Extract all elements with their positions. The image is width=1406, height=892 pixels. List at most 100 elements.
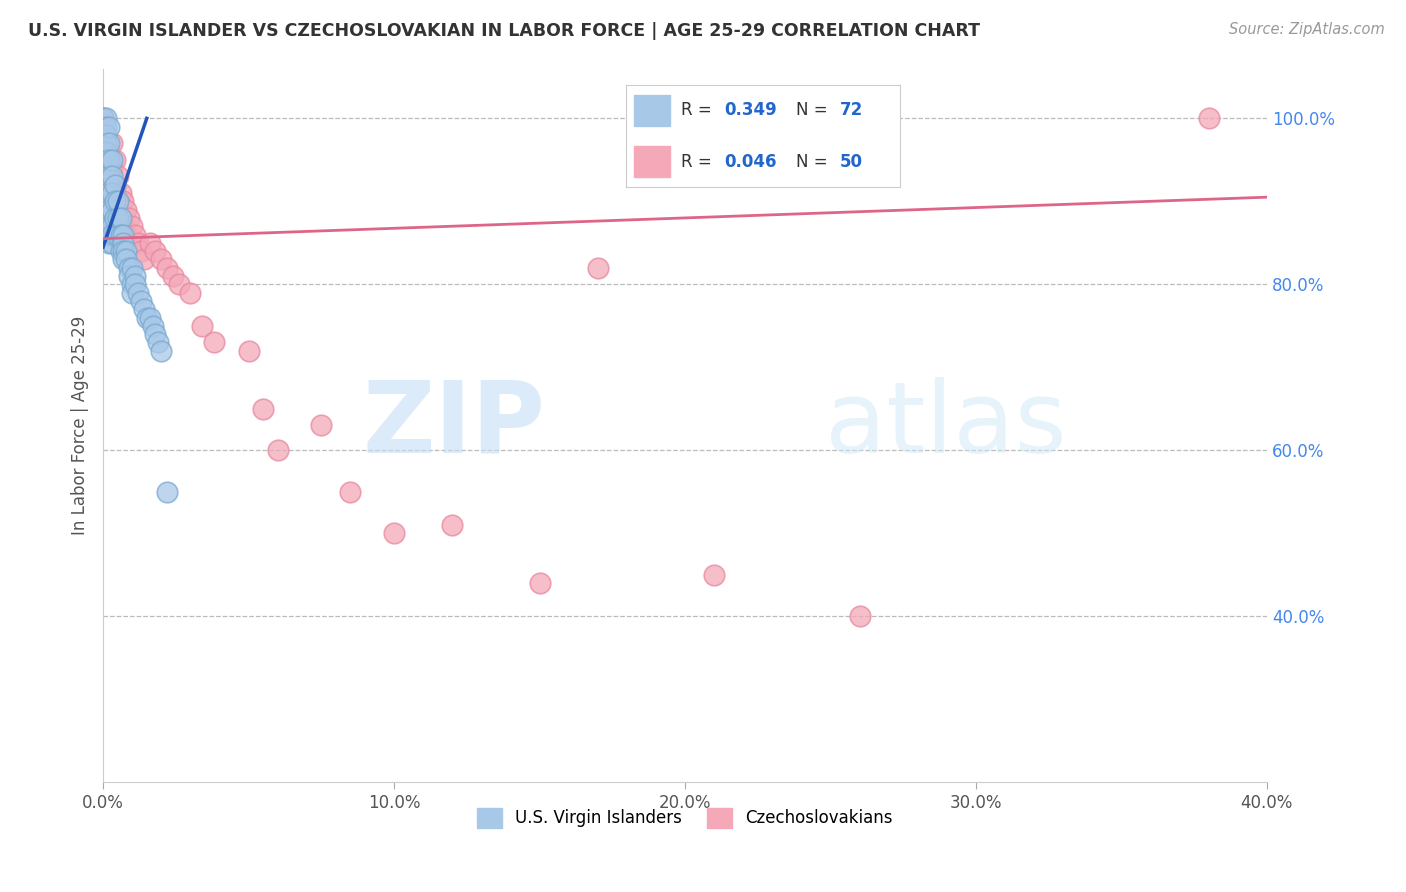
Point — [142, 318, 165, 333]
Point — [91, 128, 114, 142]
Point — [202, 335, 225, 350]
Text: 72: 72 — [839, 102, 863, 120]
Text: 0.046: 0.046 — [724, 153, 778, 170]
Point — [91, 136, 114, 151]
Point — [97, 202, 120, 217]
Point — [97, 120, 120, 134]
Point — [132, 302, 155, 317]
Point — [101, 161, 124, 175]
Point — [91, 112, 114, 126]
Point — [104, 211, 127, 225]
Point — [127, 285, 149, 300]
Point — [127, 235, 149, 250]
Point — [94, 153, 117, 167]
Point — [339, 484, 361, 499]
Point — [101, 202, 124, 217]
Point — [124, 277, 146, 292]
Point — [97, 145, 120, 159]
Point — [94, 128, 117, 142]
Point — [112, 235, 135, 250]
Point — [110, 211, 132, 225]
Point — [110, 186, 132, 200]
Text: R =: R = — [681, 102, 717, 120]
Point — [121, 277, 143, 292]
Point — [94, 194, 117, 209]
Text: 0.349: 0.349 — [724, 102, 778, 120]
Point — [97, 136, 120, 151]
Point — [104, 178, 127, 192]
Point — [97, 169, 120, 184]
Point — [97, 153, 120, 167]
Point — [101, 211, 124, 225]
Bar — [634, 146, 669, 177]
Y-axis label: In Labor Force | Age 25-29: In Labor Force | Age 25-29 — [72, 316, 89, 535]
Point — [115, 227, 138, 242]
Point — [124, 268, 146, 283]
Point — [107, 194, 129, 209]
Point — [267, 443, 290, 458]
Point — [91, 145, 114, 159]
Point — [94, 178, 117, 192]
Point — [94, 219, 117, 234]
Text: N =: N = — [796, 153, 832, 170]
Point — [112, 244, 135, 259]
Text: N =: N = — [796, 102, 832, 120]
Point — [91, 112, 114, 126]
Point — [156, 260, 179, 275]
Point — [121, 285, 143, 300]
Point — [91, 128, 114, 142]
Point — [97, 227, 120, 242]
Point — [1198, 112, 1220, 126]
Point — [115, 244, 138, 259]
Point — [110, 211, 132, 225]
Point — [179, 285, 201, 300]
Point — [121, 219, 143, 234]
Point — [101, 186, 124, 200]
Point — [167, 277, 190, 292]
Point — [104, 194, 127, 209]
Point — [129, 244, 152, 259]
Point — [138, 235, 160, 250]
Point — [138, 310, 160, 325]
Point — [104, 227, 127, 242]
Point — [104, 202, 127, 217]
Point — [121, 260, 143, 275]
Point — [94, 202, 117, 217]
Point — [94, 178, 117, 192]
Point — [94, 145, 117, 159]
Point — [94, 120, 117, 134]
Point — [94, 112, 117, 126]
Point — [848, 609, 870, 624]
Point — [97, 219, 120, 234]
Point — [101, 219, 124, 234]
Point — [112, 227, 135, 242]
Bar — [634, 95, 669, 126]
Point — [94, 128, 117, 142]
Point — [529, 576, 551, 591]
Point — [107, 169, 129, 184]
Point — [94, 161, 117, 175]
Point — [91, 161, 114, 175]
Point — [191, 318, 214, 333]
Point — [145, 244, 167, 259]
Point — [118, 260, 141, 275]
Text: R =: R = — [681, 153, 717, 170]
Point — [104, 153, 127, 167]
Text: U.S. VIRGIN ISLANDER VS CZECHOSLOVAKIAN IN LABOR FORCE | AGE 25-29 CORRELATION C: U.S. VIRGIN ISLANDER VS CZECHOSLOVAKIAN … — [28, 22, 980, 40]
Point — [94, 227, 117, 242]
Point — [97, 186, 120, 200]
Text: Source: ZipAtlas.com: Source: ZipAtlas.com — [1229, 22, 1385, 37]
Point — [101, 186, 124, 200]
Point — [703, 567, 725, 582]
Point — [118, 211, 141, 225]
Point — [311, 418, 333, 433]
Point — [148, 335, 170, 350]
Point — [441, 518, 464, 533]
Point — [94, 211, 117, 225]
Point — [162, 268, 184, 283]
Point — [238, 343, 260, 358]
Text: atlas: atlas — [825, 377, 1066, 474]
Point — [129, 293, 152, 308]
Point — [156, 484, 179, 499]
Point — [115, 202, 138, 217]
